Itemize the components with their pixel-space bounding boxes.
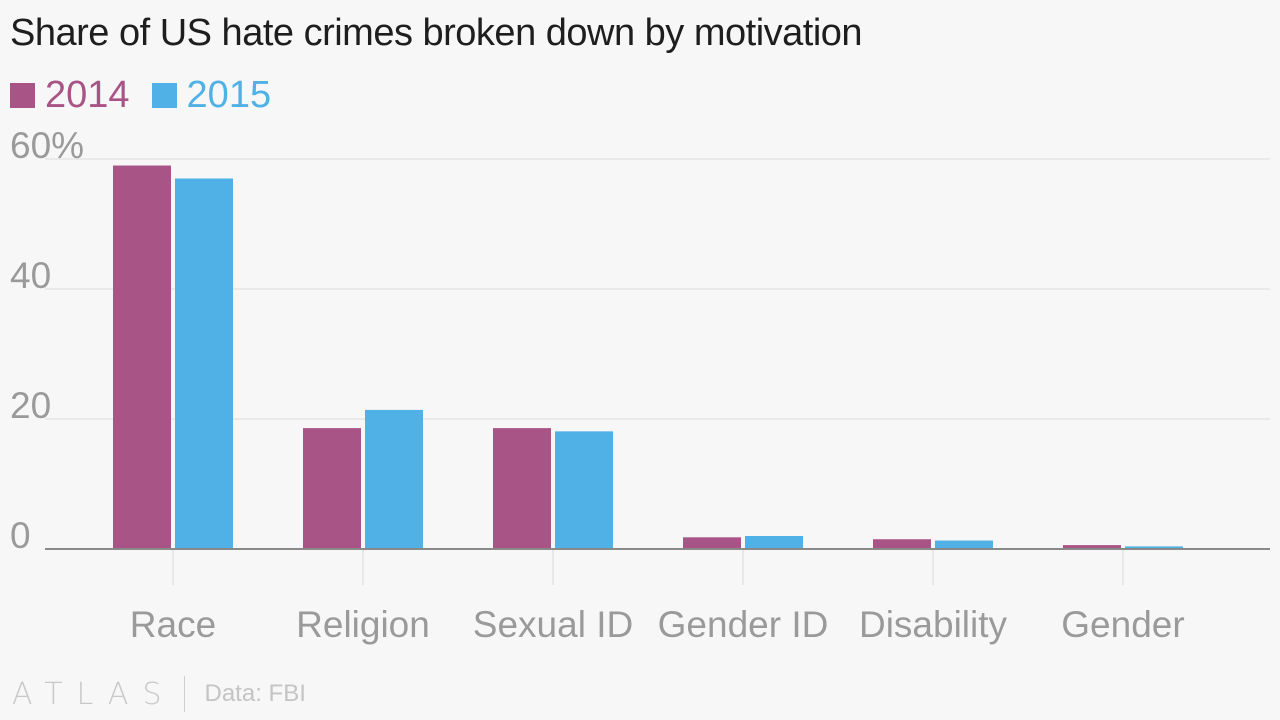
y-tick-label-60: 60%: [10, 125, 84, 166]
bar-race-2015: [175, 178, 233, 549]
x-tick-label-race: Race: [130, 604, 216, 645]
bar-gender-id-2015: [745, 536, 803, 549]
bar-sexual-id-2015: [555, 431, 613, 549]
legend-label-2014: 2014: [45, 74, 130, 116]
y-tick-label-0: 0: [10, 515, 31, 556]
x-tick-label-gender-id: Gender ID: [658, 604, 829, 645]
legend-swatch-2014: [10, 83, 35, 108]
x-tick-label-religion: Religion: [296, 604, 430, 645]
legend-item-2014: 2014: [10, 74, 130, 117]
bar-gender-id-2014: [683, 537, 741, 549]
chart-title: Share of US hate crimes broken down by m…: [10, 12, 863, 54]
legend-item-2015: 2015: [151, 74, 272, 117]
x-tick-label-gender: Gender: [1061, 604, 1184, 645]
footer: ATLAS Data: FBI: [12, 676, 306, 712]
atlas-logo: ATLAS: [12, 676, 176, 712]
bar-religion-2015: [365, 409, 423, 549]
bar-disability-2015: [935, 540, 993, 549]
legend-swatch-2015: [151, 83, 177, 108]
y-tick-label-40: 40: [10, 255, 51, 296]
legend-label-2015: 2015: [186, 74, 272, 116]
bar-sexual-id-2014: [493, 428, 551, 549]
chart-legend: 2014 2015: [10, 74, 293, 117]
bar-religion-2014: [303, 428, 361, 549]
bar-race-2014: [113, 165, 171, 549]
footer-divider: [183, 676, 185, 712]
bar-gender-2014: [1063, 545, 1121, 549]
data-source: Data: FBI: [204, 680, 306, 707]
y-tick-label-20: 20: [10, 385, 51, 426]
x-tick-label-sexual-id: Sexual ID: [473, 604, 633, 645]
bar-gender-2015: [1125, 546, 1183, 549]
bar-disability-2014: [873, 539, 931, 549]
x-tick-label-disability: Disability: [859, 604, 1008, 645]
